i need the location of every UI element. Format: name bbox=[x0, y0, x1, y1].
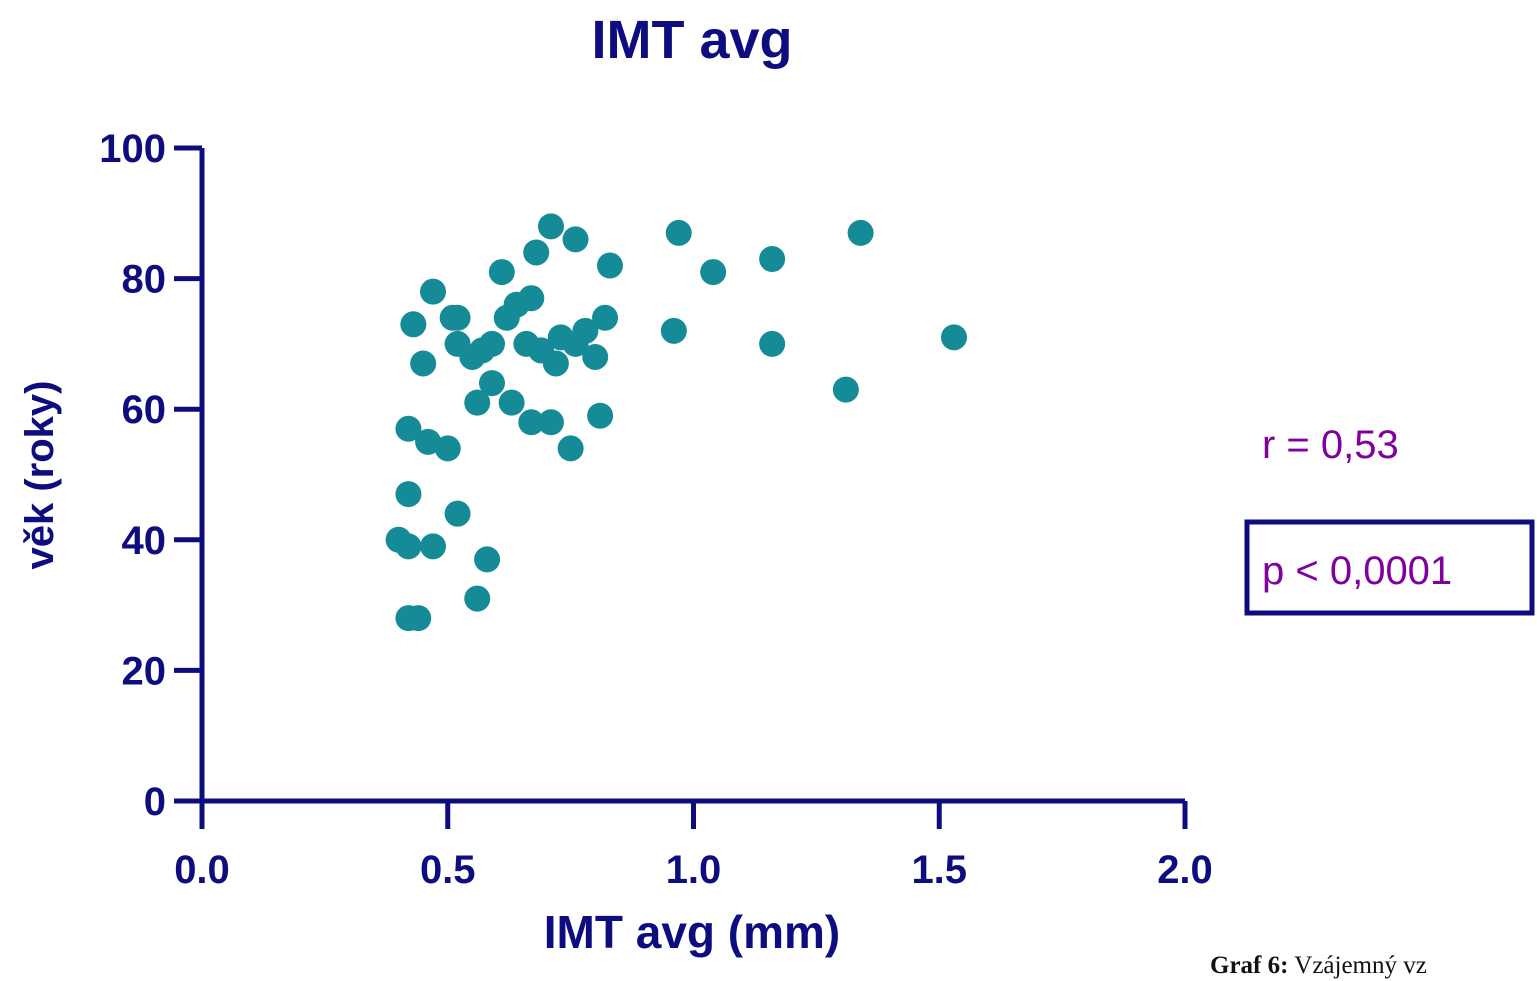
data-point bbox=[420, 278, 447, 305]
data-point bbox=[542, 350, 569, 377]
data-point bbox=[562, 226, 589, 253]
data-point bbox=[537, 213, 564, 240]
y-tick-label: 80 bbox=[122, 258, 167, 302]
caption-label: Graf 6: bbox=[1210, 952, 1289, 979]
data-point bbox=[592, 304, 619, 331]
data-point bbox=[444, 304, 471, 331]
data-point bbox=[660, 317, 687, 344]
y-tick-label: 100 bbox=[99, 127, 166, 171]
data-point bbox=[478, 370, 505, 397]
data-point bbox=[940, 324, 967, 351]
x-tick-label: 1.5 bbox=[911, 848, 967, 892]
data-point bbox=[405, 605, 432, 632]
data-point bbox=[478, 330, 505, 357]
data-point bbox=[395, 481, 422, 508]
data-point bbox=[464, 389, 491, 416]
data-point bbox=[537, 409, 564, 436]
data-point bbox=[572, 317, 599, 344]
data-point bbox=[700, 259, 727, 286]
x-tick-label: 0.0 bbox=[174, 848, 230, 892]
p-value-box bbox=[1244, 519, 1535, 616]
y-tick-label: 60 bbox=[122, 388, 167, 432]
data-point bbox=[582, 343, 609, 370]
data-point bbox=[410, 350, 437, 377]
data-point bbox=[444, 500, 471, 527]
x-tick-label: 1.0 bbox=[666, 848, 722, 892]
x-tick-label: 2.0 bbox=[1157, 848, 1213, 892]
caption-text: Vzájemný vz bbox=[1294, 952, 1427, 979]
data-point bbox=[420, 533, 447, 560]
data-point bbox=[832, 376, 859, 403]
data-point bbox=[498, 389, 525, 416]
figure-caption: Graf 6: Vzájemný vz bbox=[1210, 952, 1427, 980]
data-point bbox=[557, 435, 584, 462]
data-point bbox=[400, 311, 427, 338]
data-point bbox=[759, 246, 786, 273]
data-point bbox=[759, 330, 786, 357]
data-points bbox=[385, 213, 967, 632]
y-tick-label: 20 bbox=[122, 649, 167, 693]
data-point bbox=[395, 415, 422, 442]
data-point bbox=[847, 219, 874, 246]
x-axis-label: IMT avg (mm) bbox=[544, 906, 840, 958]
x-tick-label: 0.5 bbox=[420, 848, 476, 892]
data-point bbox=[596, 252, 623, 279]
correlation-label: r = 0,53 bbox=[1262, 423, 1399, 467]
data-point bbox=[523, 239, 550, 266]
y-axis-label: věk (roky) bbox=[18, 381, 62, 570]
y-tick-label: 40 bbox=[122, 519, 167, 563]
data-point bbox=[488, 259, 515, 286]
data-point bbox=[464, 585, 491, 612]
chart-title: IMT avg bbox=[591, 10, 792, 70]
data-point bbox=[587, 402, 614, 429]
data-point bbox=[518, 285, 545, 312]
axes: 0 20 40 60 80 100 0.0 0.5 1.0 1.5 2.0 bbox=[99, 127, 1213, 892]
p-value-label: p < 0,0001 bbox=[1262, 549, 1452, 593]
y-tick-label: 0 bbox=[144, 780, 166, 824]
data-point bbox=[434, 435, 461, 462]
data-point bbox=[665, 219, 692, 246]
data-point bbox=[415, 428, 442, 455]
data-point bbox=[518, 409, 545, 436]
data-point bbox=[474, 546, 501, 573]
data-point bbox=[395, 533, 422, 560]
